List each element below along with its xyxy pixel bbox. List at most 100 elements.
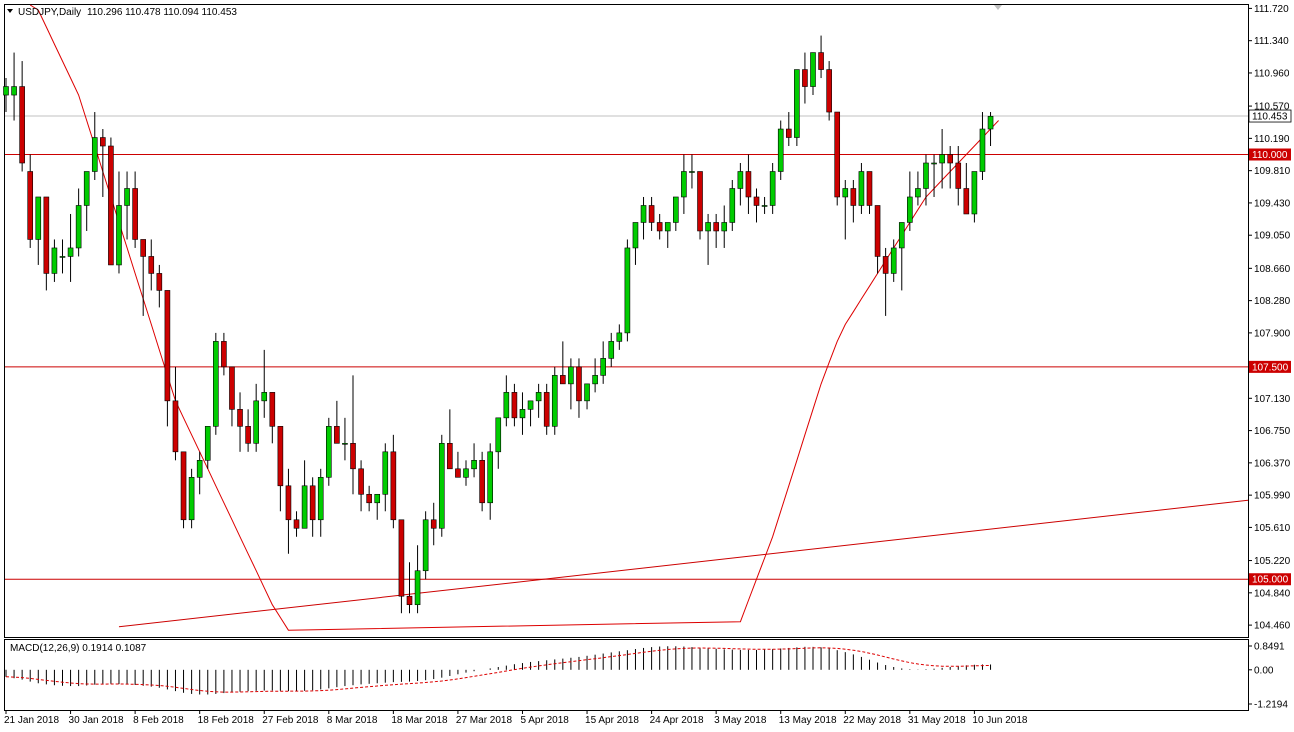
bull-candle: [777, 128, 784, 172]
time-tick-label: 18 Feb 2018: [198, 715, 255, 726]
bull-candle: [979, 128, 986, 172]
price-tick-label: 109.810: [1254, 166, 1291, 177]
price-tick-label: 105.990: [1254, 491, 1291, 502]
bull-candle: [664, 222, 671, 232]
trendline-segment: [118, 499, 1249, 628]
bull-candle: [689, 171, 695, 173]
price-tick-label: 108.280: [1254, 296, 1291, 307]
bull-candle: [737, 171, 744, 189]
bull-candle: [915, 188, 921, 198]
bear-candle: [947, 154, 953, 164]
time-tick-label: 24 Apr 2018: [650, 715, 704, 726]
bull-candle: [301, 485, 308, 529]
time-tick-label: 31 May 2018: [908, 715, 966, 726]
dropdown-triangle-icon[interactable]: [7, 9, 13, 13]
bull-candle: [673, 196, 679, 223]
level-tag-label: 107.500: [1252, 362, 1289, 373]
bull-candle: [842, 188, 849, 198]
time-axis: 21 Jan 2018 30 Jan 2018 8 Feb 2018 18 Feb 2…: [4, 710, 1028, 726]
bull-candle: [204, 426, 211, 461]
bull-candle: [487, 451, 494, 504]
price-tick-label: 107.900: [1254, 328, 1291, 339]
level-tag-label: 110.000: [1252, 150, 1288, 161]
bull-candle: [632, 222, 639, 249]
bull-candle: [253, 400, 259, 444]
price-tick-label: 110.190: [1254, 134, 1290, 145]
price-tick-label: 105.220: [1254, 556, 1291, 567]
bull-candle: [681, 171, 687, 198]
bear-candle: [826, 69, 832, 113]
price-tick-label: 104.840: [1254, 588, 1291, 599]
bear-candle: [511, 392, 518, 419]
bull-candle: [83, 171, 90, 206]
bear-candle: [834, 111, 841, 198]
bear-candle: [543, 392, 550, 427]
bear-candle: [269, 392, 276, 427]
bull-candle: [422, 519, 429, 572]
bear-candle: [479, 460, 485, 504]
bull-candle: [705, 222, 711, 232]
bear-candle: [108, 145, 114, 266]
bull-candle: [317, 477, 324, 521]
bull-candle: [471, 460, 477, 470]
current-price-label: 110.453: [1252, 112, 1288, 123]
bear-candle: [955, 162, 962, 189]
time-tick-label: 5 Apr 2018: [520, 715, 569, 726]
bull-candle: [640, 205, 647, 223]
bear-candle: [172, 400, 179, 453]
bear-candle: [350, 443, 356, 470]
bear-candle: [237, 409, 243, 427]
level-tag-1: [1249, 360, 1291, 373]
bull-candle: [116, 205, 122, 266]
time-tick-label: 8 Mar 2018: [327, 715, 378, 726]
bull-candle: [342, 443, 348, 445]
ohlc-readout: 110.296 110.478 110.094 110.453: [87, 7, 237, 18]
bear-candle: [358, 468, 364, 495]
shift-marker-icon[interactable]: [994, 5, 1002, 10]
bull-candle: [59, 256, 66, 258]
bear-candle: [19, 86, 25, 164]
price-tick-label: 111.720: [1254, 4, 1289, 15]
level-tag-2: [1249, 573, 1291, 586]
price-tick-label: 104.460: [1254, 621, 1291, 632]
bear-candle: [293, 519, 300, 529]
bear-candle: [753, 196, 760, 206]
bull-candle: [616, 332, 623, 342]
macd-signal-line: [5, 647, 991, 693]
bull-candle: [939, 154, 945, 164]
macd-tick-label: 0.8491: [1254, 642, 1285, 653]
bear-candle: [390, 451, 397, 521]
time-tick-label: 13 May 2018: [779, 715, 837, 726]
bear-candle: [560, 375, 566, 385]
bull-candle: [535, 392, 542, 402]
bull-candle: [551, 375, 558, 427]
bull-candle: [568, 366, 574, 385]
time-tick-label: 27 Feb 2018: [262, 715, 319, 726]
level-tag-0: [1249, 148, 1291, 161]
price-tick-label: 108.660: [1254, 264, 1291, 275]
time-tick-label: 30 Jan 2018: [69, 715, 124, 726]
bull-candle: [898, 222, 905, 249]
bull-candle: [382, 451, 389, 495]
bear-candle: [309, 485, 316, 521]
bear-candle: [285, 485, 292, 521]
bear-candle: [455, 468, 461, 478]
bull-candle: [196, 460, 203, 478]
bear-candle: [874, 205, 881, 257]
bull-candle: [261, 392, 268, 402]
bull-candle: [584, 383, 590, 402]
bull-candle: [438, 443, 445, 529]
time-tick-label: 10 Jun 2018: [972, 715, 1027, 726]
bull-candle: [600, 358, 606, 376]
bear-candle: [398, 519, 405, 597]
macd-tick-label: 0.00: [1254, 665, 1274, 676]
macd-panel-frame: [4, 639, 1249, 711]
bear-candle: [818, 52, 824, 70]
bull-candle: [75, 205, 82, 249]
price-tick-label: 109.050: [1254, 231, 1291, 242]
price-tick-label: 109.430: [1254, 198, 1291, 209]
bear-candle: [963, 188, 970, 215]
bear-candle: [406, 595, 413, 606]
time-tick-label: 18 Mar 2018: [391, 715, 448, 726]
